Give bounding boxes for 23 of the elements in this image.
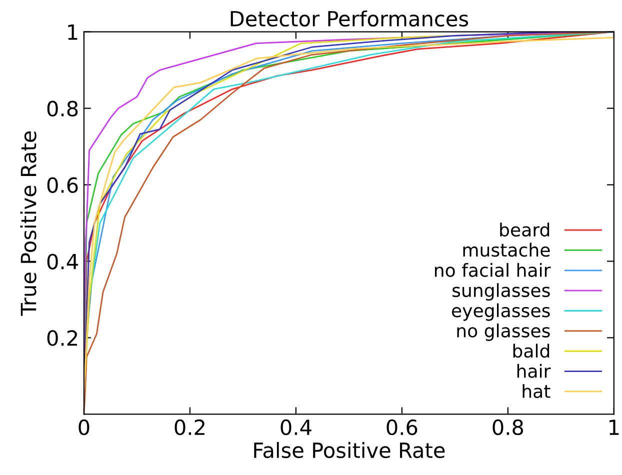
legend-label: no facial hair (435, 262, 551, 277)
x-axis-title: False Positive Rate (254, 442, 445, 458)
legend-label: hair (517, 364, 551, 378)
legend-label: no glasses (457, 324, 550, 342)
x-tick-label: 0.8 (492, 419, 524, 436)
legend-label: sunglasses (452, 283, 550, 301)
chart-title: Detector Performances (230, 10, 468, 27)
legend-label: mustache (463, 242, 550, 257)
x-tick-label: 0.4 (280, 419, 312, 436)
y-axis-title: True Positive Rate (20, 131, 36, 316)
legend-label: bald (513, 344, 550, 358)
legend-label: hat (522, 384, 550, 398)
x-tick-label: 0.2 (174, 419, 204, 436)
legend-label: eyeglasses (452, 303, 550, 321)
y-tick-label: 0.2 (47, 330, 78, 346)
x-tick-label: 1 (610, 420, 619, 435)
y-tick-label: 1 (68, 24, 78, 40)
y-tick-label: 0.8 (47, 100, 78, 117)
y-tick-label: 0.4 (47, 254, 78, 270)
y-tick-label: 0.6 (47, 177, 78, 193)
legend-label: beard (500, 222, 550, 237)
x-tick-label: 0 (78, 419, 90, 436)
x-tick-label: 0.6 (386, 419, 418, 436)
